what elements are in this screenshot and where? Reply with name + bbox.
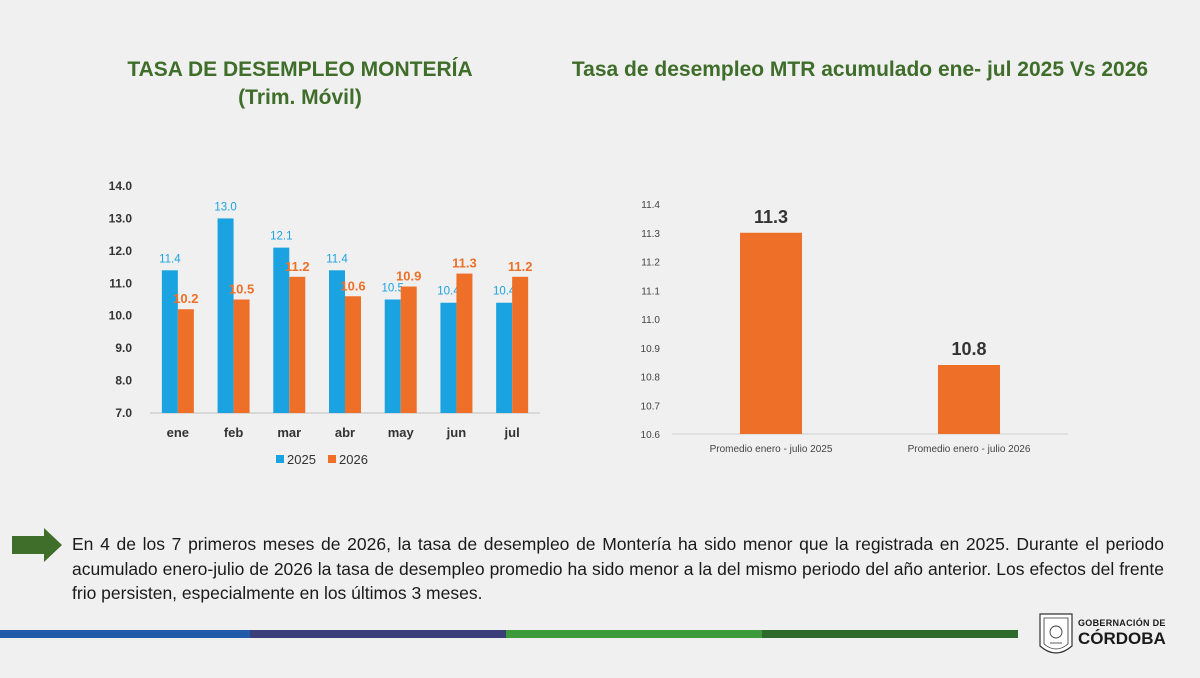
footer-band bbox=[250, 630, 506, 638]
x-tick-label: jul bbox=[504, 425, 520, 440]
summary-paragraph: En 4 de los 7 primeros meses de 2026, la… bbox=[72, 534, 1164, 603]
x-tick-label: Promedio enero - julio 2025 bbox=[710, 444, 833, 455]
bar-2 bbox=[938, 365, 1000, 434]
data-label-2026: 11.2 bbox=[508, 259, 533, 274]
bar-2025-jun bbox=[440, 302, 457, 413]
data-label-2025: 10.5 bbox=[382, 283, 404, 295]
x-tick-label: Promedio enero - julio 2026 bbox=[908, 444, 1031, 455]
footer-band bbox=[0, 630, 250, 638]
bar-2026-may bbox=[400, 286, 417, 413]
bar-2025-mar bbox=[273, 247, 290, 413]
chart2-title: Tasa de desempleo MTR acumulado ene- jul… bbox=[571, 58, 1149, 81]
chart1-subtitle: (Trim. Móvil) bbox=[238, 86, 362, 109]
data-label-2025: 10.4 bbox=[493, 286, 516, 298]
bar-2026-feb bbox=[233, 299, 250, 413]
bar-2026-mar bbox=[289, 276, 306, 413]
x-tick-label: abr bbox=[335, 425, 355, 440]
y-tick-label: 11.0 bbox=[641, 315, 660, 326]
x-tick-label: may bbox=[388, 425, 415, 440]
data-label-2026: 10.6 bbox=[340, 278, 365, 293]
y-tick-label: 14.0 bbox=[109, 179, 133, 193]
bar-2026-jun bbox=[456, 273, 473, 413]
y-tick-label: 10.6 bbox=[641, 430, 661, 441]
chart1-title: TASA DE DESEMPLEO MONTERÍA bbox=[127, 58, 473, 81]
bar-2025-ene bbox=[161, 270, 178, 413]
y-tick-label: 8.0 bbox=[115, 374, 132, 388]
y-tick-label: 11.2 bbox=[641, 258, 660, 269]
x-tick-label: ene bbox=[167, 425, 189, 440]
y-tick-label: 12.0 bbox=[109, 244, 133, 258]
data-label-2026: 10.5 bbox=[229, 282, 254, 297]
data-label-2026: 11.2 bbox=[285, 259, 310, 274]
x-tick-label: mar bbox=[277, 425, 301, 440]
bar-2026-abr bbox=[345, 296, 361, 413]
data-label-2025: 11.4 bbox=[159, 253, 181, 265]
bar-2025-may bbox=[384, 299, 401, 413]
data-label-2025: 13.0 bbox=[214, 201, 236, 213]
y-tick-label: 11.1 bbox=[641, 286, 660, 297]
bar-1 bbox=[740, 232, 802, 434]
footer-band bbox=[506, 630, 762, 638]
data-label-2026: 10.9 bbox=[396, 269, 421, 284]
legend-swatch-2026 bbox=[328, 455, 336, 463]
data-label-2026: 11.3 bbox=[452, 256, 477, 271]
y-tick-label: 10.9 bbox=[641, 344, 661, 355]
y-tick-label: 7.0 bbox=[115, 406, 132, 420]
y-tick-label: 10.7 bbox=[641, 401, 661, 412]
data-label-2025: 10.4 bbox=[437, 286, 460, 298]
y-tick-label: 9.0 bbox=[115, 341, 132, 355]
y-tick-label: 10.0 bbox=[109, 309, 133, 323]
chart1-title-block: TASA DE DESEMPLEO MONTERÍA (Trim. Móvil) bbox=[70, 56, 530, 112]
x-tick-label: jun bbox=[446, 425, 467, 440]
y-tick-label: 10.8 bbox=[641, 373, 661, 384]
bar-2025-jul bbox=[496, 302, 513, 413]
bar-2025-feb bbox=[217, 218, 234, 413]
y-tick-label: 11.3 bbox=[641, 229, 660, 240]
logo-line2: CÓRDOBA bbox=[1078, 629, 1166, 648]
x-tick-label: feb bbox=[224, 425, 244, 440]
data-label-2026: 10.2 bbox=[173, 291, 198, 306]
data-label: 10.8 bbox=[951, 339, 986, 359]
legend-label-2026: 2026 bbox=[339, 452, 368, 467]
data-label: 11.3 bbox=[754, 207, 788, 227]
y-tick-label: 11.0 bbox=[109, 276, 132, 290]
bar-2025-abr bbox=[329, 270, 345, 413]
legend-swatch-2025 bbox=[276, 455, 284, 463]
data-label-2025: 11.4 bbox=[326, 253, 348, 265]
logo-text: GOBERNACIÓN DE CÓRDOBA bbox=[1078, 618, 1168, 649]
footer-band bbox=[762, 630, 1018, 638]
y-tick-label: 11.4 bbox=[641, 200, 660, 211]
bar-2026-ene bbox=[177, 309, 194, 413]
logo-line1: GOBERNACIÓN DE bbox=[1078, 618, 1166, 628]
legend-label-2025: 2025 bbox=[287, 452, 316, 467]
data-label-2025: 12.1 bbox=[270, 231, 292, 243]
y-tick-label: 13.0 bbox=[109, 211, 133, 225]
bar-2026-jul bbox=[512, 276, 529, 413]
